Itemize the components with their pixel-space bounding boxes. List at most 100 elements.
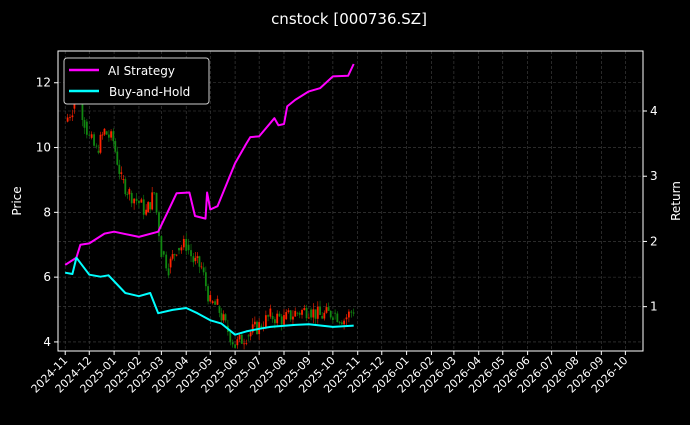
candle-body [173,254,176,256]
candle-body [192,256,195,263]
candle-body [329,310,332,318]
candle-body [142,199,145,215]
candle-body [149,202,152,210]
candle-body [278,313,281,317]
candle-body [124,179,127,195]
candle-body [218,306,221,313]
legend: AI Strategy Buy-and-Hold [63,57,210,105]
candle-body [147,202,150,213]
candle-body [103,128,106,135]
candle-body [175,254,178,256]
y-axis-left-label: Price [10,186,24,215]
candle-body [260,325,263,328]
candle-body [112,131,115,142]
candle-body [95,145,98,147]
candle-body [178,247,180,251]
candle-body [126,194,129,195]
candle-body [256,321,258,335]
candle-body [200,266,203,268]
candle-body [276,313,279,324]
candle-body [245,343,248,344]
candle-body [338,322,341,323]
y-tick-label-right: 4 [650,104,658,118]
candle-body [93,134,95,146]
candle-body [162,251,165,255]
candle-body [267,315,270,317]
candle-body [151,192,154,210]
candle-body [135,198,138,201]
candle-body [298,312,301,315]
legend-label-strategy: AI Strategy [108,64,175,78]
candle-body [169,258,172,268]
candle-body [251,324,254,333]
candle-body [350,311,353,313]
candle-body [190,250,192,257]
y-tick-label-left: 6 [43,270,51,284]
candle-body [249,332,252,337]
candle-body [287,310,290,313]
chart-title: cnstock [000736.SZ] [271,10,427,28]
candle-body [283,315,285,325]
candle-body [285,312,288,320]
candle-body [160,236,163,258]
ai-strategy-line [64,63,355,266]
candle-body [247,335,250,337]
candle-body [323,312,326,319]
candle-body [222,314,225,321]
candle-body [185,238,188,251]
y-tick-label-right: 3 [650,169,658,183]
candle-body [301,310,303,315]
candle-body [66,117,69,122]
candle-body [105,131,108,135]
candle-body [211,301,214,304]
candle-body [238,334,241,340]
candle-body [145,209,148,215]
candle-body [116,151,119,165]
candle-body [99,134,102,153]
candle-body [347,311,350,318]
candle-body [153,192,156,194]
y-tick-label-left: 4 [43,335,51,349]
candle-body [234,344,237,348]
y-tick-label-left: 10 [36,141,51,155]
candle-body [216,298,219,305]
candle-body [155,192,158,213]
candle-body [83,120,86,128]
candle-body [171,254,174,259]
legend-label-buy-hold: Buy-and-Hold [109,85,190,99]
candle-body [314,309,317,319]
candle-body [269,308,272,317]
candle-body [97,150,100,153]
candle-body [292,316,294,320]
candle-body [340,322,343,325]
candle-body [209,295,212,302]
candle-body [90,134,93,138]
candle-body [294,310,297,317]
candle-body [220,312,223,321]
legend-box [63,57,210,105]
plot-frame [57,50,644,352]
candle-body [133,198,136,204]
y-tick-label-right: 1 [650,300,658,314]
candle-body [236,339,239,346]
candle-body [343,320,345,325]
candle-body [229,331,232,343]
candle-body [140,199,143,203]
candle-body [224,314,227,321]
series-lines [64,63,355,336]
candle-body [253,321,256,325]
candle-body [118,164,121,174]
candle-body [334,312,337,314]
candle-body [310,309,312,318]
candle-body [194,257,197,261]
candle-body [182,238,185,248]
candle-body [196,256,199,258]
candle-body [331,317,334,320]
candle-body [312,309,315,318]
candle-body [138,200,140,204]
candle-body [187,244,190,251]
candle-body [120,172,123,174]
candle-body [122,179,125,180]
buy-hold-line [65,256,354,336]
